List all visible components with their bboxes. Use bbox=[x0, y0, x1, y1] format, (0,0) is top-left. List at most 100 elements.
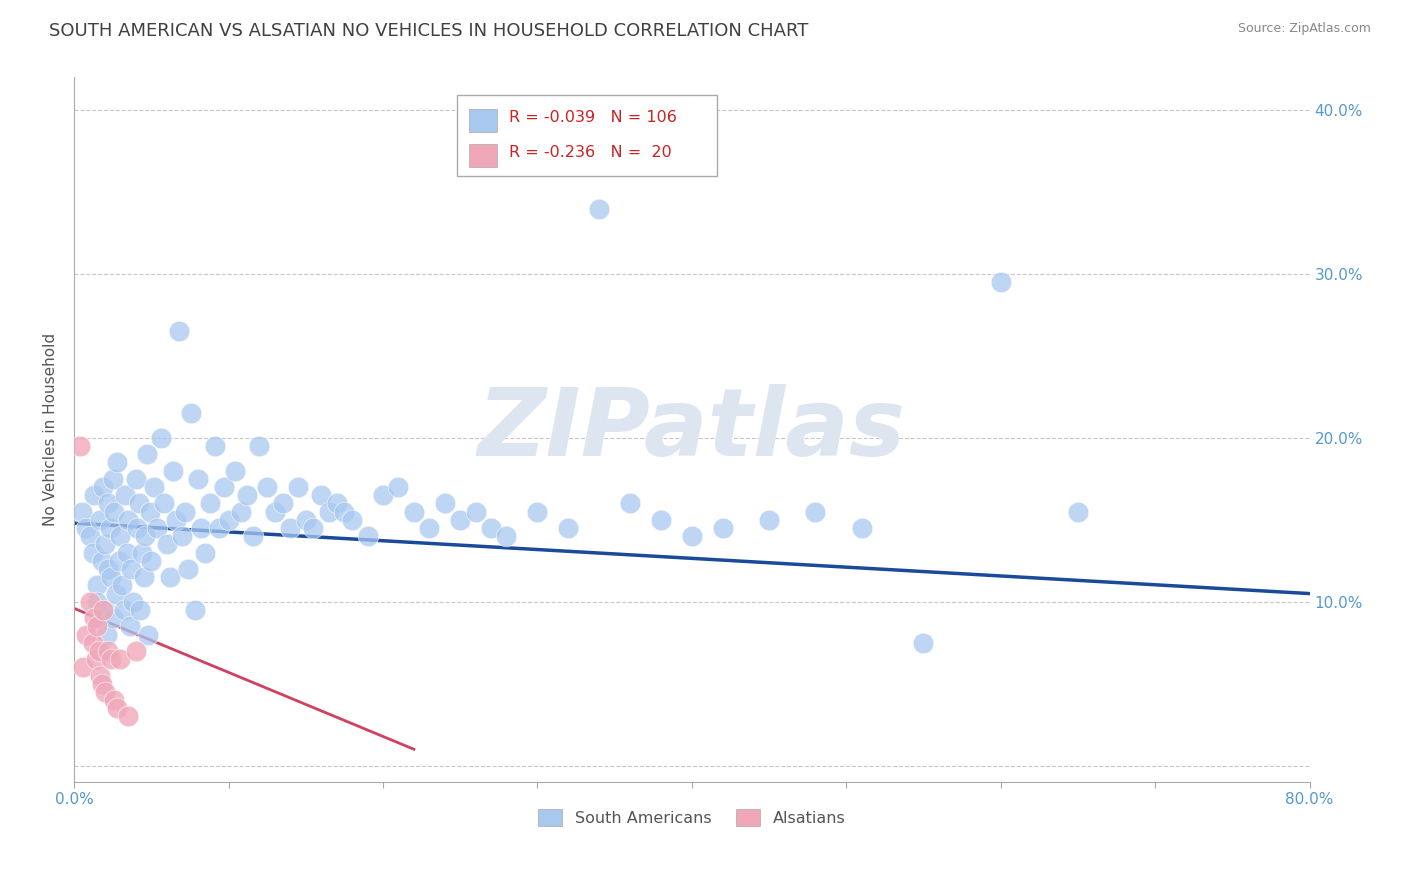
Point bbox=[108, 554, 131, 568]
Point bbox=[86, 619, 108, 633]
Point bbox=[132, 570, 155, 584]
Point bbox=[101, 611, 124, 625]
Text: R = -0.236   N =  20: R = -0.236 N = 20 bbox=[509, 145, 672, 161]
Point bbox=[93, 603, 115, 617]
Point bbox=[464, 505, 486, 519]
Point bbox=[162, 464, 184, 478]
Point bbox=[117, 513, 139, 527]
Point bbox=[104, 586, 127, 600]
Point bbox=[278, 521, 301, 535]
Point bbox=[619, 496, 641, 510]
Point bbox=[256, 480, 278, 494]
Point bbox=[711, 521, 734, 535]
Point bbox=[146, 521, 169, 535]
Point bbox=[159, 570, 181, 584]
Point bbox=[82, 636, 104, 650]
Bar bbox=[470, 109, 496, 132]
Point bbox=[557, 521, 579, 535]
Point bbox=[83, 488, 105, 502]
Point bbox=[180, 406, 202, 420]
Point bbox=[333, 505, 356, 519]
Point bbox=[131, 546, 153, 560]
Point bbox=[79, 529, 101, 543]
Point bbox=[90, 676, 112, 690]
Point bbox=[115, 546, 138, 560]
Point bbox=[97, 496, 120, 510]
Point bbox=[681, 529, 703, 543]
Point bbox=[198, 496, 221, 510]
Point bbox=[110, 652, 132, 666]
Point bbox=[149, 431, 172, 445]
Point bbox=[190, 521, 212, 535]
Point bbox=[103, 693, 125, 707]
Point bbox=[187, 472, 209, 486]
Point bbox=[172, 529, 194, 543]
Point bbox=[804, 505, 827, 519]
Point bbox=[83, 611, 105, 625]
Point bbox=[242, 529, 264, 543]
Point bbox=[143, 480, 166, 494]
Point bbox=[89, 513, 111, 527]
Point bbox=[86, 578, 108, 592]
Point bbox=[110, 529, 132, 543]
Point bbox=[247, 439, 270, 453]
Point bbox=[121, 595, 143, 609]
Point bbox=[224, 464, 246, 478]
Point bbox=[990, 275, 1012, 289]
Point bbox=[263, 505, 285, 519]
Point bbox=[356, 529, 378, 543]
Point bbox=[758, 513, 780, 527]
Point bbox=[174, 505, 197, 519]
Point bbox=[118, 619, 141, 633]
Point bbox=[134, 529, 156, 543]
Point bbox=[141, 554, 163, 568]
Point bbox=[1067, 505, 1090, 519]
Point bbox=[84, 652, 107, 666]
Point bbox=[418, 521, 440, 535]
Point bbox=[495, 529, 517, 543]
Point bbox=[75, 521, 97, 535]
Point bbox=[135, 447, 157, 461]
Point bbox=[526, 505, 548, 519]
Point bbox=[114, 488, 136, 502]
Point bbox=[194, 546, 217, 560]
Point bbox=[125, 472, 148, 486]
Point bbox=[212, 480, 235, 494]
Point bbox=[101, 472, 124, 486]
Point bbox=[69, 439, 91, 453]
Point bbox=[82, 546, 104, 560]
Point bbox=[287, 480, 309, 494]
Point bbox=[127, 521, 149, 535]
Point bbox=[152, 496, 174, 510]
Point bbox=[90, 554, 112, 568]
Point bbox=[177, 562, 200, 576]
Point bbox=[167, 325, 190, 339]
Point bbox=[93, 480, 115, 494]
Point bbox=[75, 627, 97, 641]
Point bbox=[650, 513, 672, 527]
Point bbox=[111, 578, 134, 592]
Point bbox=[229, 505, 252, 519]
Point bbox=[588, 202, 610, 216]
Point bbox=[479, 521, 502, 535]
Point bbox=[117, 709, 139, 723]
Bar bbox=[470, 145, 496, 167]
Point bbox=[204, 439, 226, 453]
Point bbox=[236, 488, 259, 502]
Point bbox=[94, 685, 117, 699]
Point bbox=[371, 488, 394, 502]
Point bbox=[98, 521, 121, 535]
Point bbox=[851, 521, 873, 535]
Point bbox=[302, 521, 325, 535]
Point bbox=[96, 627, 118, 641]
Point bbox=[309, 488, 332, 502]
Point bbox=[271, 496, 294, 510]
Point bbox=[208, 521, 231, 535]
Point bbox=[105, 701, 128, 715]
Point bbox=[402, 505, 425, 519]
Point bbox=[449, 513, 471, 527]
Point bbox=[89, 668, 111, 682]
Point bbox=[183, 603, 205, 617]
Point bbox=[129, 603, 152, 617]
Point bbox=[218, 513, 240, 527]
